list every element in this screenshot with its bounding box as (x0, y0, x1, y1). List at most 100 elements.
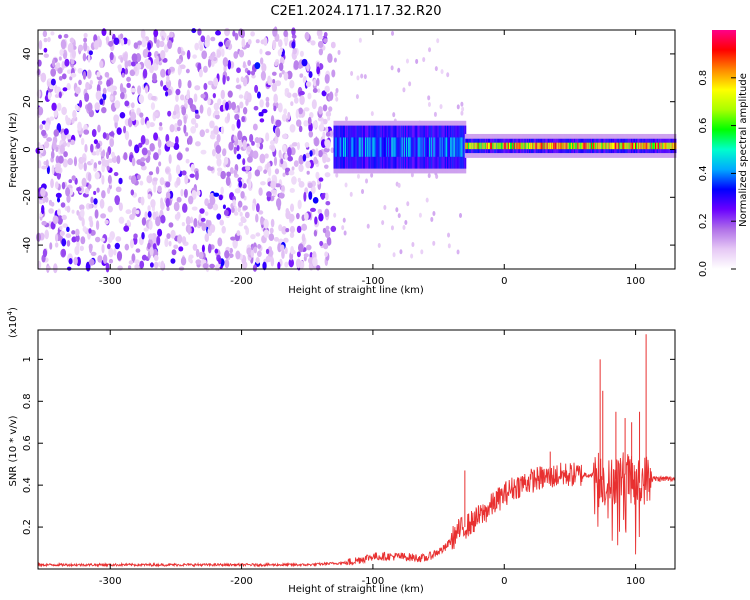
spectrogram-cell (101, 190, 106, 199)
spectrogram-cell (199, 208, 205, 214)
spectrogram-cell (463, 137, 466, 157)
spectrogram-cell (247, 39, 252, 45)
spectrogram-cell (335, 96, 339, 102)
spectrogram-cell (668, 142, 671, 150)
spectrogram-cell (36, 89, 41, 99)
spectrogram-cell (439, 104, 443, 110)
spectrogram-cell (101, 28, 107, 37)
spectrogram-cell (310, 185, 316, 195)
spectrogram-cell (260, 181, 266, 186)
spectrogram-cell (108, 247, 114, 258)
spectrogram-cell (368, 137, 370, 157)
spectrogram-cell (140, 135, 146, 145)
spectrogram-cell (231, 207, 235, 213)
spectrogram-cell (199, 129, 206, 138)
spectrogram-cell (141, 254, 147, 261)
spectrogram-cell (576, 142, 578, 150)
spectrogram-cell (423, 137, 426, 157)
spectrogram-cell (129, 214, 135, 220)
spectrogram-cell (352, 137, 354, 157)
spectrogram-cell (177, 66, 182, 76)
spectrogram-cell (70, 59, 75, 65)
spectrogram-cell (466, 142, 469, 150)
spectrogram-cell (649, 142, 652, 150)
spectrogram-cell (184, 174, 189, 185)
spectrogram-cell (94, 209, 99, 219)
spectrogram-cell (356, 173, 360, 179)
spectrogram-cell (149, 246, 154, 257)
spectrogram-cell (62, 223, 68, 228)
spectrogram-cell (123, 152, 128, 161)
spectrogram-cell (213, 125, 220, 135)
spectrogram-cell (435, 137, 437, 157)
spectrogram-cell (51, 102, 57, 111)
snr-series-line (37, 452, 676, 568)
spectrogram-cell (344, 116, 348, 122)
spectrogram-cell (176, 58, 182, 65)
spectrogram-cell (594, 142, 596, 150)
spectrogram-cell (56, 197, 61, 203)
spectrogram-cell (303, 120, 309, 127)
spectrogram-cell (173, 201, 180, 212)
spectrogram-cell (153, 132, 159, 141)
spectrogram-cell (255, 232, 261, 237)
spectrogram-cell (242, 76, 248, 87)
spectrogram-cell (134, 144, 140, 154)
spectrogram-cell (530, 142, 532, 150)
spectrogram-cell (255, 213, 259, 223)
spectrogram-cell (45, 159, 49, 168)
spectrogram-cell (223, 209, 229, 216)
spectrogram-cell (661, 142, 663, 150)
spectrogram-cell (444, 137, 447, 157)
spectrogram-cell (638, 142, 640, 150)
spectrogram-cell (101, 243, 105, 254)
spectrogram-cell (410, 172, 414, 178)
spectrogram-cell (272, 39, 277, 50)
spectrogram-cell (546, 142, 549, 150)
spectrogram-cell (501, 142, 504, 150)
spectrogram-cell (218, 41, 224, 47)
spectrogram-cell (216, 134, 221, 143)
spectrogram-cell (329, 91, 334, 101)
spectrogram-cell (622, 142, 624, 150)
spectrogram-cell (606, 142, 609, 150)
spectrogram-cell (406, 137, 408, 157)
spectrogram-cell (286, 92, 292, 99)
spectrogram-cell (269, 140, 275, 146)
spectrogram-cell (233, 135, 237, 142)
spectrogram-cell (395, 137, 397, 157)
spectrogram-cell (140, 117, 145, 126)
spectrogram-cell (318, 106, 323, 115)
spectrogram-cell (412, 137, 414, 157)
spectrogram-cell (265, 101, 270, 108)
x-tick-label: -300 (99, 576, 122, 587)
spectrogram-cell (87, 54, 91, 63)
spectrogram-cell (480, 142, 483, 150)
spectrogram-cell (446, 72, 450, 78)
spectrogram-cell (206, 34, 211, 44)
spectrogram-cell (323, 38, 328, 43)
spectrogram-cell (153, 111, 159, 117)
spectrogram-cell (227, 59, 232, 70)
spectrogram-cell (275, 80, 282, 87)
spectrogram-cell (255, 257, 260, 264)
spectrogram-cell (242, 106, 248, 115)
spectrogram-cell (284, 261, 289, 268)
spectrogram-cell (278, 224, 283, 232)
spectrogram-cell (516, 142, 518, 150)
spectrogram-cell (378, 137, 381, 157)
y-tick-label: 0.8 (22, 393, 33, 409)
spectrogram-cell (544, 142, 547, 150)
spectrogram-cell (101, 175, 105, 185)
spectrogram-cell (80, 157, 87, 163)
spectrogram-cell (543, 142, 546, 150)
spectrogram-cell (336, 137, 339, 157)
spectrogram-cell (66, 69, 72, 74)
spectrogram-cell (402, 137, 405, 157)
spectrogram-cell (226, 76, 230, 82)
spectrogram-cell (152, 211, 157, 220)
spectrogram-cell (301, 58, 308, 67)
spectrogram-cell (572, 142, 574, 150)
spectrogram-cell (198, 213, 202, 223)
spectrogram-cell (191, 104, 197, 113)
